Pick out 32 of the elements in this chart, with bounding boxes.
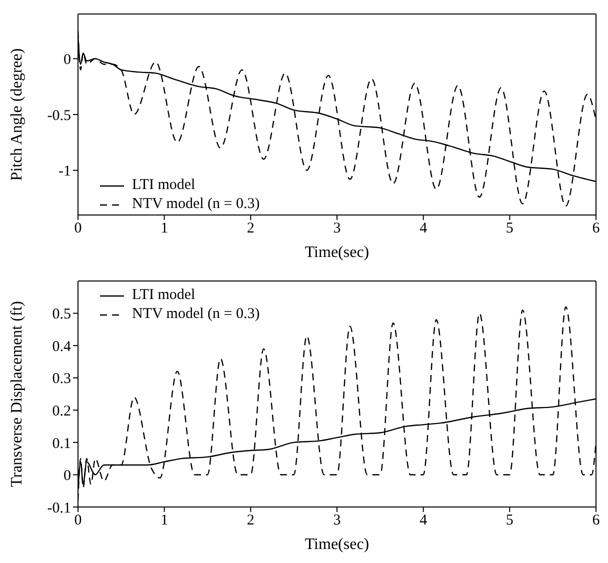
y-tick-label: 0.1 [52, 436, 71, 452]
y-axis-title: Pitch Angle (degree) [8, 48, 26, 181]
y-tick-label: 0 [64, 52, 71, 68]
x-tick-label: 3 [333, 512, 341, 529]
x-tick-label: 5 [506, 220, 514, 237]
y-tick-label: 0.5 [52, 306, 71, 323]
x-tick-label: 0 [74, 220, 82, 237]
y-tick-label: 0.4 [52, 338, 72, 355]
legend-label: LTI model [132, 177, 196, 194]
x-tick-label: 6 [592, 512, 600, 529]
x-tick-label: 6 [592, 220, 600, 237]
x-tick-label: 4 [420, 220, 428, 237]
x-tick-label: 2 [246, 512, 254, 529]
legend-label: NTV model (n = 0.3) [132, 306, 260, 323]
x-tick-label: 2 [246, 220, 254, 237]
x-axis-title: Time(sec) [304, 244, 370, 261]
x-tick-label: 5 [506, 512, 514, 529]
y-tick-label: -0.5 [47, 108, 71, 124]
x-tick-label: 1 [160, 512, 168, 529]
legend-label: NTV model (n = 0.3) [132, 196, 260, 213]
y-axis-title: Transverse Displacement (ft) [8, 300, 26, 488]
legend-label: LTI model [132, 287, 196, 304]
x-tick-label: 1 [160, 220, 168, 237]
x-tick-label: 4 [420, 512, 428, 529]
y-tick-label: 0.3 [52, 371, 71, 388]
y-tick-label: -0.1 [47, 500, 71, 516]
y-tick-label: 0 [64, 468, 71, 484]
x-axis-title: Time(sec) [304, 536, 370, 553]
y-tick-label: -1 [58, 164, 71, 180]
y-tick-label: 0.2 [52, 403, 71, 420]
x-tick-label: 0 [74, 512, 82, 529]
x-tick-label: 3 [333, 220, 341, 237]
